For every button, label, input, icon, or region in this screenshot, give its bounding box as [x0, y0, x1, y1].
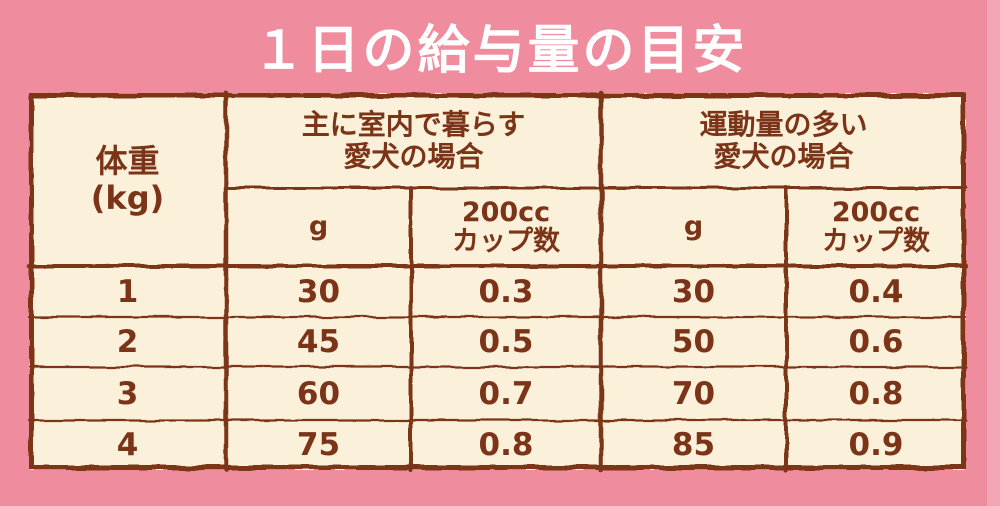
cell-weight-1: 1 [116, 273, 139, 310]
page-title: １日の給与量の目安 [252, 20, 748, 81]
cell-indoor-cups-3: 0.7 [478, 375, 534, 412]
cell-indoor-cups-4: 0.8 [478, 427, 534, 463]
header-group-active: 運動量の多い 愛犬の場合 [601, 93, 966, 188]
cell-active-g-2: 50 [671, 324, 716, 360]
header-indoor-cups-line1: 200cc [461, 196, 551, 228]
cell-active-cups-3: 0.8 [848, 375, 904, 412]
cell-active-cups-1: 0.4 [848, 273, 904, 310]
table-background [29, 93, 966, 470]
header-weight-kg: 体重 (kg) [29, 93, 226, 266]
header-indoor-cups: 200cc カップ数 [411, 188, 601, 266]
table-grid-lines [27, 90, 968, 473]
header-group-active-line1: 運動量の多い [699, 108, 868, 142]
cell-weight-4: 4 [116, 427, 139, 463]
header-active-grams: g [683, 211, 704, 243]
cell-indoor-cups-1: 0.3 [478, 273, 534, 310]
cell-weight-2: 2 [116, 324, 139, 360]
header-active-cups-line2: カップ数 [822, 226, 930, 257]
cell-indoor-g-2: 45 [296, 324, 341, 360]
cell-indoor-cups-2: 0.5 [478, 324, 534, 360]
header-group-active-line2: 愛犬の場合 [713, 139, 854, 173]
header-active-cups-line1: 200cc [831, 196, 921, 228]
cell-weight-3: 3 [116, 375, 139, 412]
header-active-cups: 200cc カップ数 [786, 188, 966, 266]
cell-active-g-4: 85 [671, 427, 716, 463]
header-group-indoor: 主に室内で暮らす 愛犬の場合 [226, 93, 601, 188]
cell-active-g-3: 70 [671, 375, 716, 412]
header-group-indoor-line2: 愛犬の場合 [343, 139, 484, 173]
photo-light-edge [987, 0, 1000, 506]
cell-active-cups-4: 0.9 [848, 427, 904, 463]
header-weight-line1: 体重 [95, 141, 160, 180]
header-indoor-cups-line2: カップ数 [452, 226, 560, 257]
cell-indoor-g-3: 60 [296, 375, 341, 412]
header-indoor-grams: g [308, 211, 329, 243]
cell-indoor-g-1: 30 [296, 273, 341, 310]
cell-active-g-1: 30 [671, 273, 716, 310]
header-weight-line2: (kg) [90, 178, 165, 217]
header-group-indoor-line1: 主に室内で暮らす [301, 108, 526, 142]
cell-active-cups-2: 0.6 [848, 324, 904, 360]
cell-indoor-g-4: 75 [296, 427, 341, 463]
